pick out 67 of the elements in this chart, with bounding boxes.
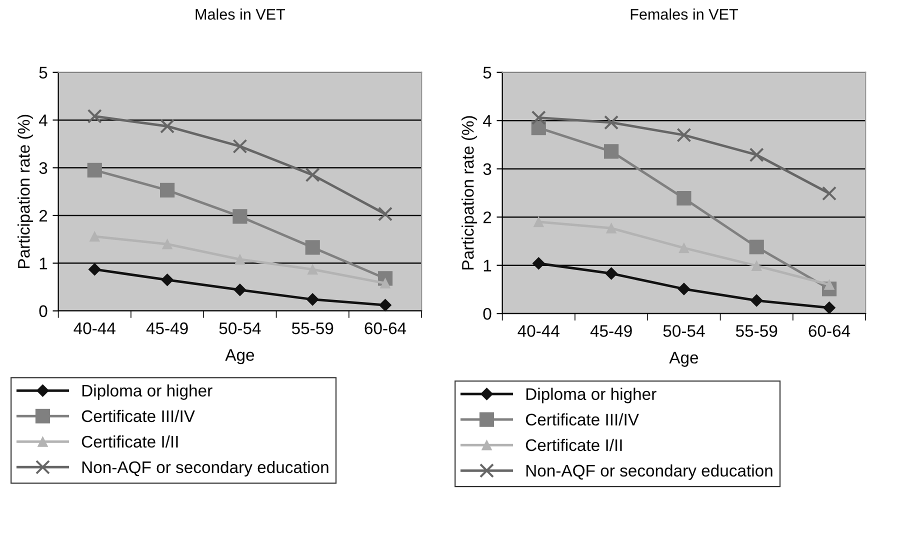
point: [823, 302, 836, 314]
point: [307, 264, 318, 275]
point: [751, 260, 762, 272]
point: [749, 240, 764, 254]
x-tick-label: 45-49: [590, 325, 632, 337]
point: [379, 298, 392, 312]
point: [160, 182, 175, 198]
point: [531, 110, 546, 125]
legend-label: Diploma or higher: [526, 388, 656, 404]
y-tick-label: 1: [40, 258, 48, 270]
y-tick-label: 5: [483, 66, 492, 79]
point: [750, 294, 763, 307]
point: [161, 274, 174, 286]
y-tick-label: 3: [483, 163, 492, 176]
point: [822, 186, 837, 201]
point: [378, 206, 393, 222]
point: [533, 216, 544, 228]
x-tick-label: 40-44: [518, 325, 560, 337]
point: [232, 209, 248, 224]
x-tick-label: 40-44: [74, 322, 116, 334]
legend-label: Non-AQF or secondary education: [82, 460, 328, 476]
y-tick-label: 1: [484, 260, 492, 272]
legend-label: Non-AQF or secondary education: [526, 464, 772, 480]
point: [305, 168, 320, 182]
point: [234, 284, 246, 296]
x-axis-title: Age: [225, 349, 254, 364]
legend-label: Certificate I/II: [82, 435, 178, 448]
y-tick-label: 0: [483, 308, 492, 320]
point: [532, 257, 545, 270]
y-tick-label: 2: [39, 210, 48, 222]
legend-label: Diploma or higher: [82, 384, 212, 400]
x-tick-label: 45-49: [146, 322, 188, 334]
y-tick-label: 3: [39, 162, 48, 174]
point: [749, 148, 764, 162]
y-tick-label: 4: [39, 114, 48, 126]
x-tick-label: 60-64: [808, 325, 850, 337]
point: [234, 254, 246, 265]
y-axis-title: Participation rate (%): [18, 114, 34, 268]
x-tick-label: 50-54: [663, 325, 705, 337]
point: [87, 162, 102, 178]
point: [676, 190, 692, 206]
point: [87, 108, 102, 124]
point: [232, 139, 248, 154]
point: [604, 144, 619, 159]
x-tick-label: 55-59: [292, 322, 334, 334]
y-tick-label: 0: [39, 305, 48, 318]
y-tick-label: 5: [39, 66, 48, 79]
chart-title: Males in VET: [196, 8, 286, 20]
x-tick-label: 60-64: [364, 322, 406, 334]
x-tick-label: 50-54: [219, 322, 261, 334]
point: [160, 118, 175, 134]
legend-label: Certificate I/II: [526, 438, 622, 452]
point: [88, 263, 101, 276]
y-tick-label: 2: [483, 211, 492, 224]
y-tick-label: 4: [483, 115, 492, 127]
point: [678, 282, 690, 296]
x-axis-title: Age: [669, 352, 698, 367]
legend-label: Certificate III/IV: [526, 413, 639, 426]
point: [605, 267, 618, 280]
legend-label: Certificate III/IV: [82, 410, 195, 422]
x-tick-label: 55-59: [736, 325, 778, 337]
y-axis-title: Participation rate (%): [462, 116, 478, 270]
point: [305, 240, 320, 255]
point: [676, 128, 692, 142]
point: [306, 293, 319, 306]
point: [604, 115, 619, 130]
chart-title: Females in VET: [630, 8, 738, 20]
